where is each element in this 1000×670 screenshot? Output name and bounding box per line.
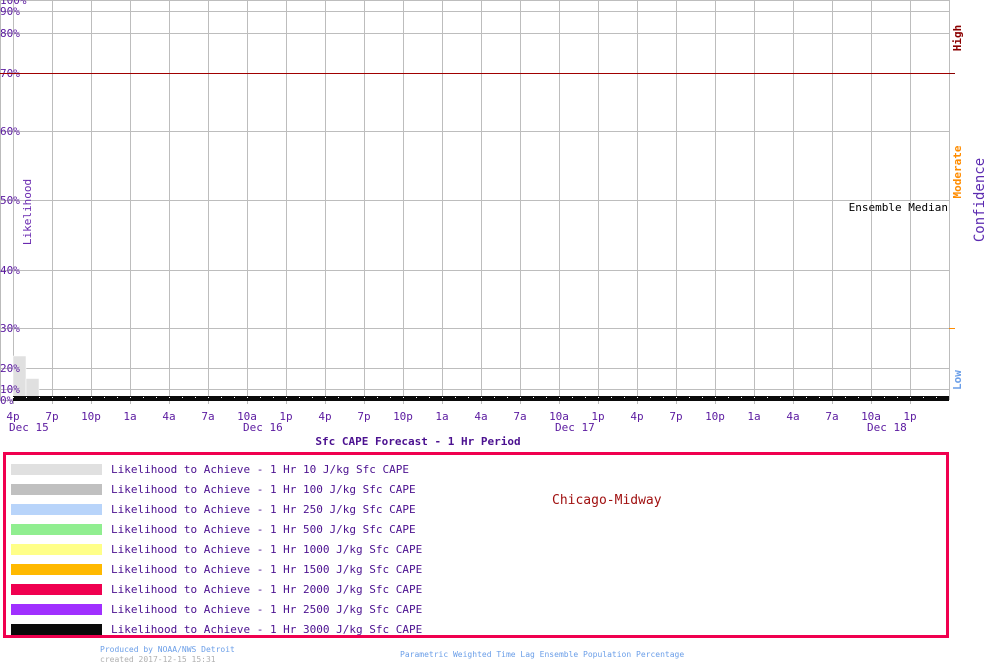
cape-chart: 0%10%20%30%40%50%60%70%80%90%100%4p 7p 10p… (0, 0, 988, 448)
date-label: Dec 17 (555, 421, 595, 434)
legend-label: Likelihood to Achieve - 1 Hr 1500 J/kg S… (111, 562, 423, 576)
x-tick-label: 4p (630, 410, 643, 423)
confidence-label: Confidence (972, 158, 988, 242)
x-tick-label: 1p (279, 410, 292, 423)
x-tick-label: 4p (318, 410, 331, 423)
legend-item: Likelihood to Achieve - 1 Hr 100 J/kg Sf… (11, 479, 416, 499)
created-timestamp: created 2017-12-15 15:31 (100, 655, 216, 664)
date-label: Dec 15 (9, 421, 49, 434)
legend-swatch (11, 483, 102, 495)
legend-label: Likelihood to Achieve - 1 Hr 3000 J/kg S… (111, 622, 423, 636)
date-label: Dec 16 (243, 421, 283, 434)
legend-item: Likelihood to Achieve - 1 Hr 500 J/kg Sf… (11, 519, 416, 539)
legend-label: Likelihood to Achieve - 1 Hr 1000 J/kg S… (111, 542, 423, 556)
y-tick-label: 100% (0, 0, 27, 7)
legend-item: Likelihood to Achieve - 1 Hr 3000 J/kg S… (11, 619, 422, 639)
y-tick-label: 40% (0, 264, 20, 277)
x-tick-label: 1a (123, 410, 136, 423)
legend-swatch (11, 463, 102, 475)
legend-item: Likelihood to Achieve - 1 Hr 10 J/kg Sfc… (11, 459, 409, 479)
legend-label: Likelihood to Achieve - 1 Hr 250 J/kg Sf… (111, 502, 416, 516)
x-tick-label: 1p (903, 410, 916, 423)
confidence-low: Low (951, 370, 964, 390)
x-tick-label: 7p (357, 410, 370, 423)
x-tick-label: 10a (237, 410, 257, 423)
x-tick-label: 1a (435, 410, 448, 423)
x-tick-label: 10a (549, 410, 569, 423)
x-tick-label: 10a (861, 410, 881, 423)
x-tick-label: 7a (513, 410, 526, 423)
legend-swatch (11, 623, 102, 635)
y-tick-label: 20% (0, 362, 20, 375)
legend-swatch (11, 523, 102, 535)
x-tick-label: 4a (474, 410, 487, 423)
legend-item: Likelihood to Achieve - 1 Hr 1000 J/kg S… (11, 539, 422, 559)
legend-label: Likelihood to Achieve - 1 Hr 10 J/kg Sfc… (111, 462, 410, 476)
legend-swatch (11, 583, 102, 595)
legend-item: Likelihood to Achieve - 1 Hr 1500 J/kg S… (11, 559, 422, 579)
legend-box: Chicago-Midway Likelihood to Achieve - 1… (3, 452, 949, 638)
x-tick-label: 1a (747, 410, 760, 423)
chart-title: Sfc CAPE Forecast - 1 Hr Period (315, 435, 520, 448)
y-tick-label: 50% (0, 194, 20, 207)
y-tick-label: 60% (0, 125, 20, 138)
y-tick-label: 30% (0, 322, 20, 335)
legend-label: Likelihood to Achieve - 1 Hr 100 J/kg Sf… (111, 482, 416, 496)
legend-swatch (11, 503, 102, 515)
x-tick-label: 10p (393, 410, 413, 423)
x-tick-label: 10p (705, 410, 725, 423)
x-tick-label: 4a (786, 410, 799, 423)
x-tick-label: 7p (45, 410, 58, 423)
legend-label: Likelihood to Achieve - 1 Hr 2500 J/kg S… (111, 602, 423, 616)
x-tick-label: 4p (6, 410, 19, 423)
legend-swatch (11, 603, 102, 615)
y-tick-label: 90% (0, 5, 20, 18)
date-label: Dec 18 (867, 421, 907, 434)
legend-item: Likelihood to Achieve - 1 Hr 2000 J/kg S… (11, 579, 422, 599)
legend-item: Likelihood to Achieve - 1 Hr 250 J/kg Sf… (11, 499, 416, 519)
x-tick-label: 7a (825, 410, 838, 423)
x-tick-label: 7p (669, 410, 682, 423)
ensemble-median-label: Ensemble Median (849, 201, 948, 214)
produced-by: Produced by NOAA/NWS Detroit (100, 645, 235, 654)
legend-label: Likelihood to Achieve - 1 Hr 500 J/kg Sf… (111, 522, 416, 536)
legend-swatch (11, 543, 102, 555)
baseline-series (13, 396, 949, 401)
x-tick-label: 1p (591, 410, 604, 423)
y-tick-label: 0% (0, 394, 14, 407)
legend-swatch (11, 563, 102, 575)
confidence-high: High (951, 25, 964, 52)
legend-label: Likelihood to Achieve - 1 Hr 2000 J/kg S… (111, 582, 423, 596)
x-tick-label: 10p (81, 410, 101, 423)
y-axis-label: Likelihood (21, 179, 34, 245)
station-name: Chicago-Midway (552, 493, 662, 508)
y-tick-label: 10% (0, 383, 20, 396)
legend-item: Likelihood to Achieve - 1 Hr 2500 J/kg S… (11, 599, 422, 619)
x-tick-label: 7a (201, 410, 214, 423)
method-note: Parametric Weighted Time Lag Ensemble Po… (400, 650, 685, 659)
y-tick-label: 80% (0, 27, 20, 40)
x-tick-label: 4a (162, 410, 175, 423)
confidence-moderate: Moderate (951, 145, 964, 198)
